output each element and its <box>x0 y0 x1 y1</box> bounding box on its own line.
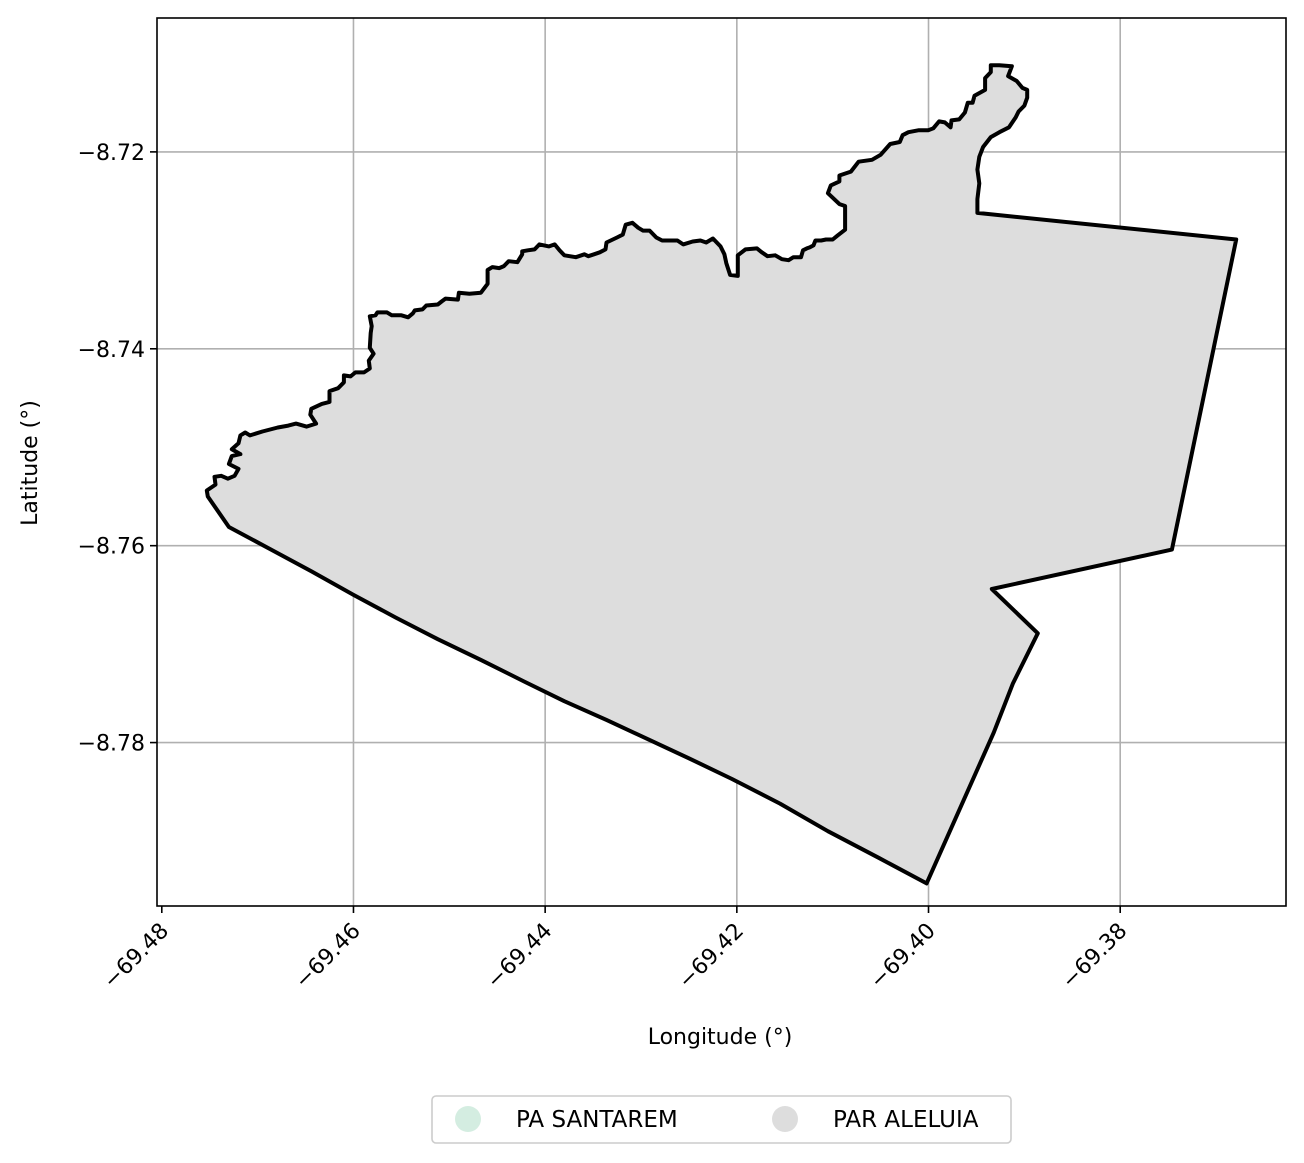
legend-marker <box>772 1106 798 1132</box>
y-tick-label: −8.76 <box>78 535 145 560</box>
y-axis-ticks: −8.72 −8.74 −8.76 −8.78 <box>78 141 157 757</box>
y-tick-label: −8.72 <box>78 141 145 166</box>
legend-label: PAR ALELUIA <box>833 1107 979 1133</box>
polygons <box>204 63 1239 886</box>
y-tick-label: −8.74 <box>78 338 145 363</box>
legend: PA SANTAREM PAR ALELUIA <box>431 1095 1012 1144</box>
y-axis-label: Latitude (°) <box>18 400 43 526</box>
polygon-par-aleluia <box>204 63 1239 886</box>
plot-area: −69.48 −69.46 −69.44 −69.42 −69.40 −69.38 −8.… <box>78 17 1287 994</box>
legend-entries: PA SANTAREM PAR ALELUIA <box>455 1106 979 1133</box>
x-axis-label: Longitude (°) <box>648 1025 793 1050</box>
y-tick-label: −8.78 <box>78 732 145 757</box>
legend-marker <box>455 1106 481 1132</box>
legend-frame <box>431 1095 1012 1144</box>
plot-frame <box>156 17 1287 907</box>
legend-label: PA SANTAREM <box>516 1107 678 1133</box>
